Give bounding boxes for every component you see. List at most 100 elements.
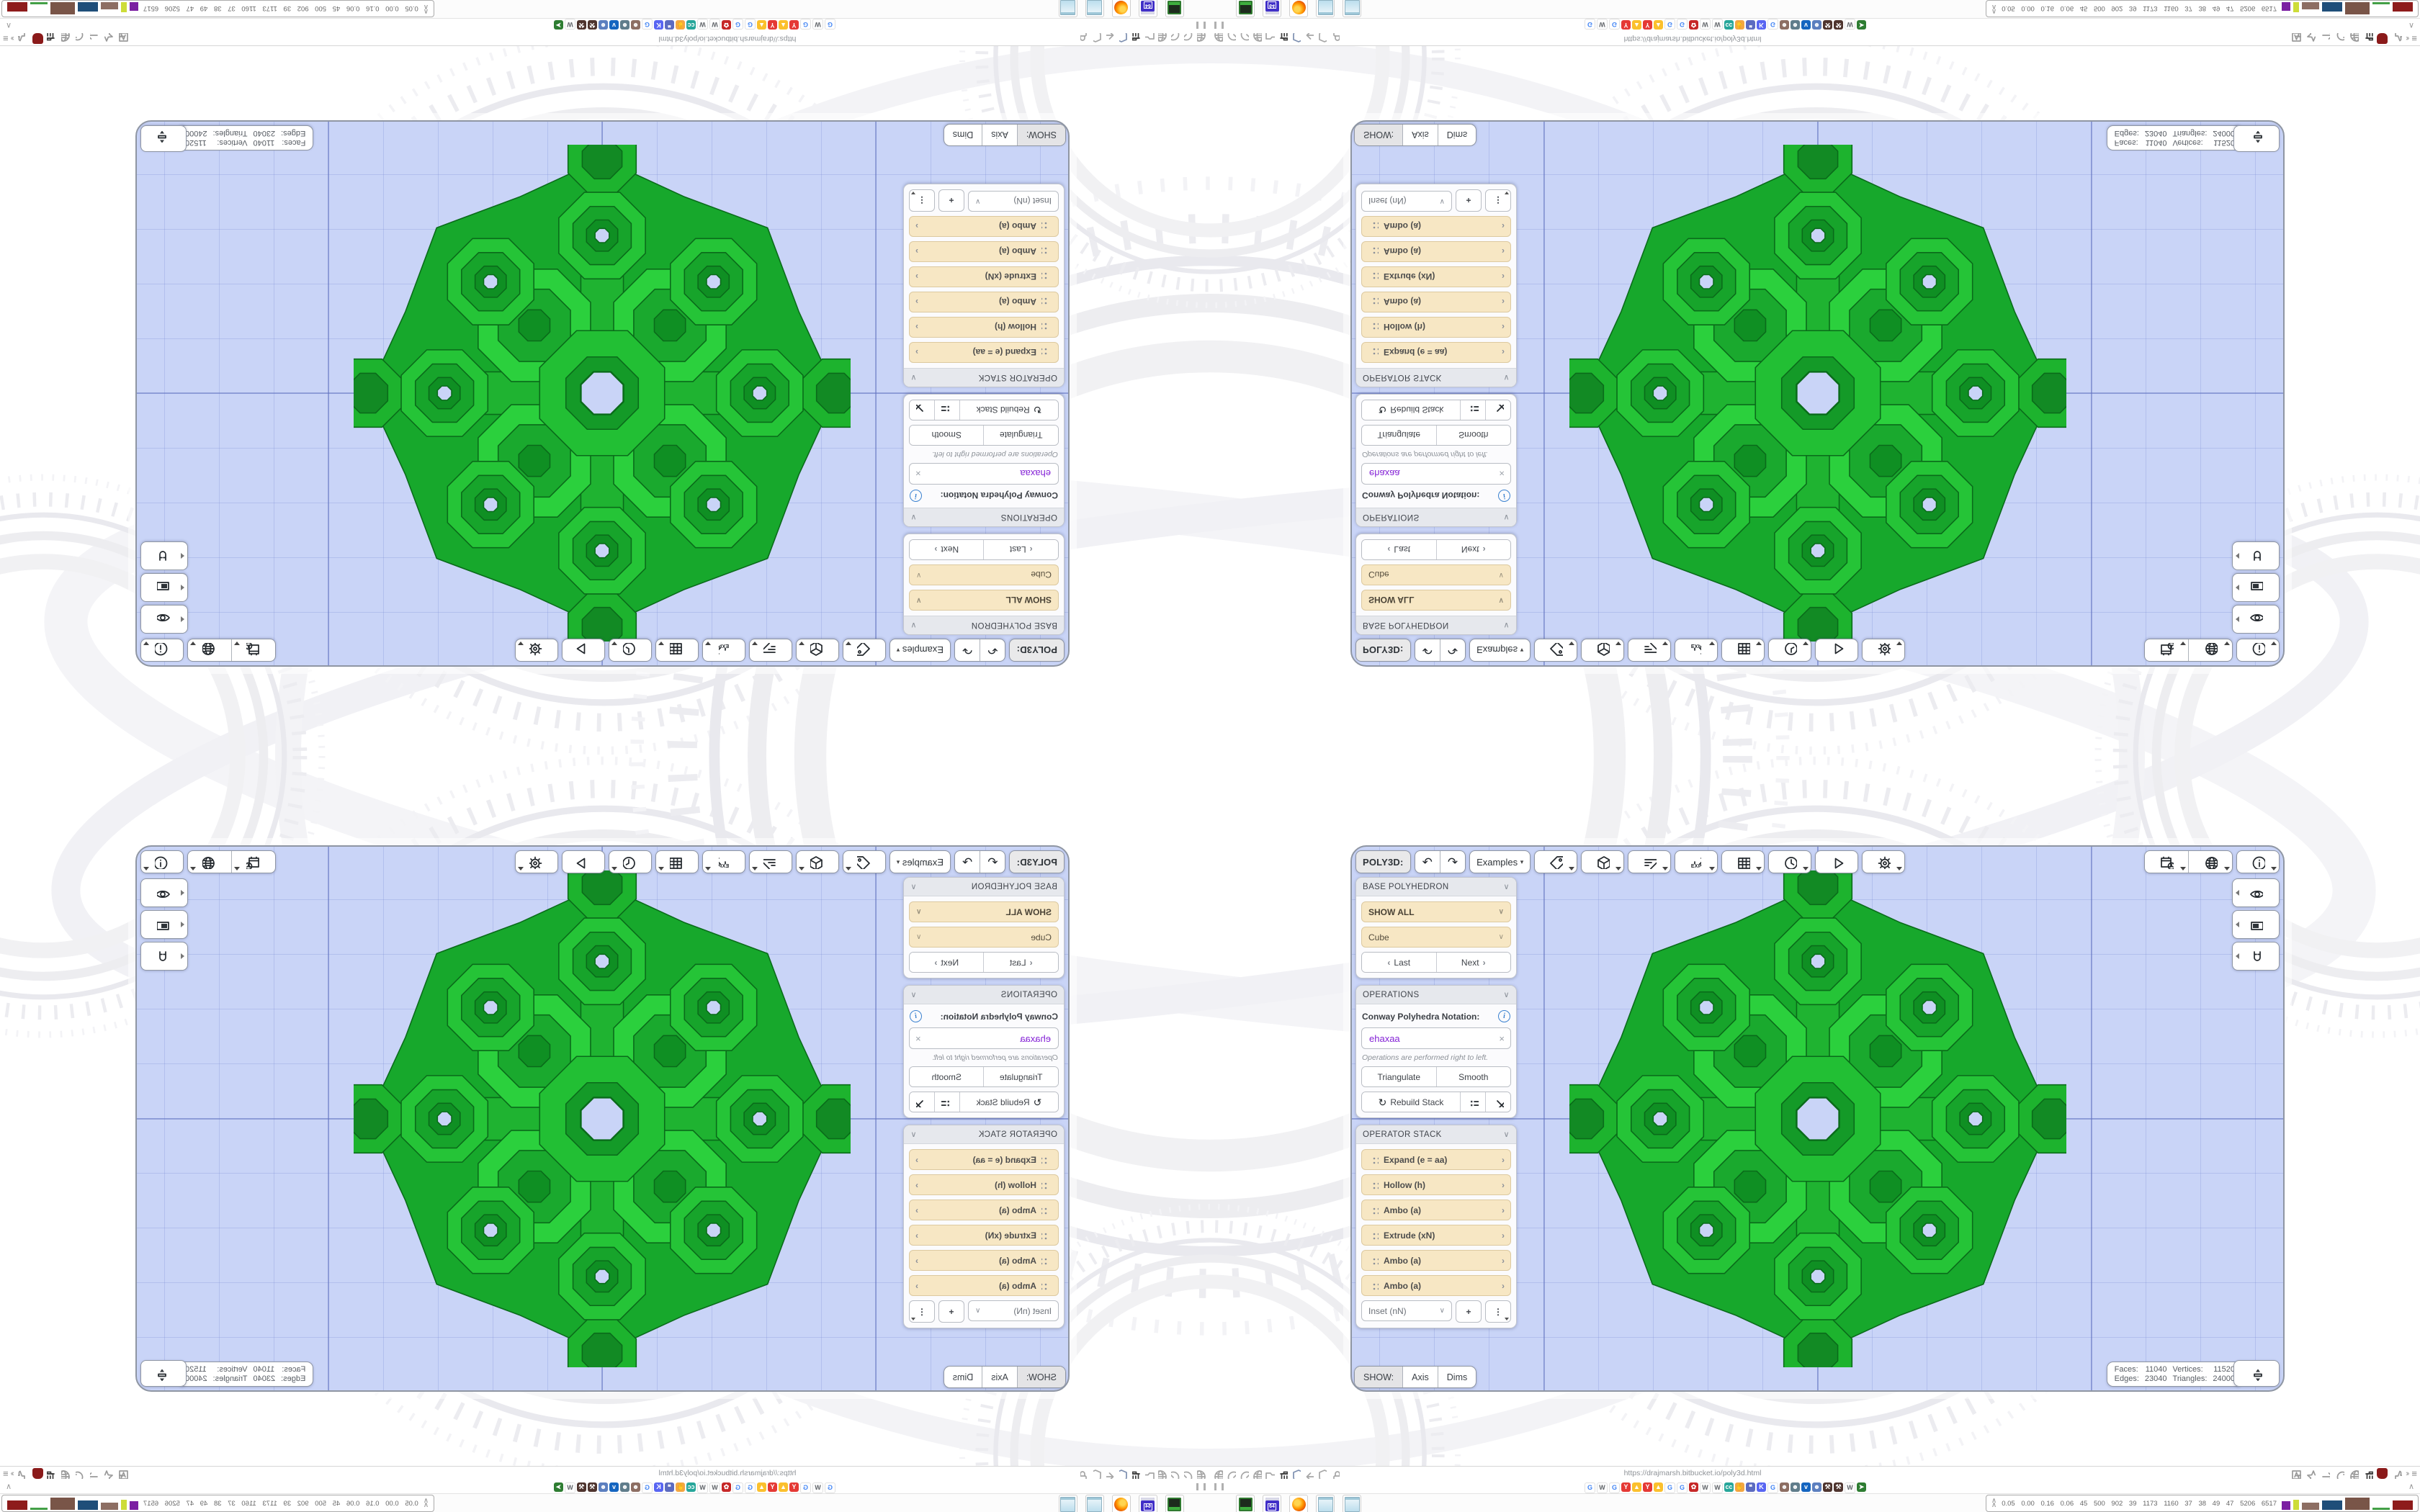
export-menu-button[interactable]: EXP	[702, 639, 745, 662]
folder-icon[interactable]	[1145, 1468, 1156, 1479]
bookmark-favicon[interactable]: Y	[789, 1482, 799, 1492]
bookmark-favicon[interactable]: ☻	[1791, 20, 1800, 30]
bookmark-favicon[interactable]: G	[1609, 1482, 1620, 1493]
calendar-clock-menu-button[interactable]	[232, 639, 275, 661]
calendar-clock-menu-button[interactable]	[2145, 851, 2188, 873]
globe-icon[interactable]	[1251, 1468, 1262, 1479]
undo-button[interactable]: ↶	[1422, 855, 1433, 869]
bookmark-favicon[interactable]: G	[800, 19, 811, 30]
bookmark-favicon[interactable]: ▲	[1654, 20, 1663, 30]
globe-icon[interactable]	[1212, 33, 1223, 44]
operator-item[interactable]: Hollow (h) ›	[1361, 1174, 1511, 1195]
chevron-right-icon[interactable]: ›	[1502, 221, 1505, 232]
magnet-toggle-button[interactable]	[140, 541, 188, 570]
gauge-icon[interactable]	[1171, 1468, 1182, 1479]
operator-options-button[interactable]: ⋮	[1485, 189, 1511, 212]
url-text[interactable]: https://drajmarsh.bitbucket.io/poly3d.ht…	[1623, 1469, 1762, 1477]
bookmark-favicon[interactable]: ▲	[1632, 20, 1641, 30]
play-button[interactable]	[1815, 639, 1859, 662]
firefox-icon[interactable]	[1112, 0, 1131, 17]
bookmark-favicon[interactable]: W	[709, 1482, 720, 1493]
bookmark-favicon[interactable]: G	[745, 19, 756, 30]
tag-menu-button[interactable]	[842, 639, 886, 662]
bookmark-favicon[interactable]: ✿	[722, 1482, 731, 1492]
operator-stack-header[interactable]: OPERATOR STACK ∨	[904, 1125, 1064, 1144]
bookmark-favicon[interactable]: ✋	[1735, 1482, 1744, 1492]
bookmark-favicon[interactable]: Y	[789, 20, 799, 30]
bookmark-favicon[interactable]: ⚒	[588, 1482, 597, 1492]
next-button[interactable]: Next ›	[1435, 540, 1510, 559]
url-text[interactable]: https://drajmarsh.bitbucket.io/poly3d.ht…	[1623, 35, 1762, 43]
folder-icon[interactable]	[1264, 1468, 1275, 1479]
chevron-right-icon[interactable]: ›	[915, 1255, 918, 1266]
add-operator-button[interactable]: +	[938, 1300, 964, 1323]
shield-icon[interactable]	[1093, 1468, 1104, 1479]
add-operator-button[interactable]: +	[1456, 1300, 1482, 1323]
operator-stack-header[interactable]: OPERATOR STACK ∨	[1356, 1125, 1516, 1144]
cube-menu-button[interactable]	[795, 850, 839, 873]
drive-icon[interactable]	[1236, 1495, 1255, 1512]
table-menu-button[interactable]	[655, 850, 699, 873]
globe-icon[interactable]	[60, 1468, 72, 1479]
bookmark-favicon[interactable]: ❝	[1746, 20, 1755, 30]
tag-menu-button[interactable]	[842, 850, 886, 873]
last-button[interactable]: ‹ Last	[984, 953, 1058, 972]
chevron-right-icon[interactable]: ›	[1502, 1255, 1505, 1266]
bookmark-favicon[interactable]: G	[800, 1482, 811, 1493]
chevron-right-icon[interactable]: ›	[915, 1230, 918, 1241]
firefox-icon[interactable]	[1112, 1495, 1131, 1512]
operator-options-button[interactable]: ⋮	[1485, 1300, 1511, 1323]
bookmark-favicon[interactable]: ⚒	[1823, 1482, 1832, 1492]
tag-menu-button[interactable]	[1534, 639, 1578, 662]
undo-button[interactable]: ↶	[987, 855, 998, 869]
add-operator-select[interactable]: Inset (nN) ∨	[1361, 191, 1452, 212]
bookmark-favicon[interactable]: W	[565, 1482, 575, 1493]
bookmark-favicon[interactable]: ➤	[554, 20, 563, 30]
notation-input[interactable]	[1368, 1032, 1479, 1045]
forward-arrow-icon[interactable]	[89, 33, 101, 44]
url-text[interactable]: https://drajmarsh.bitbucket.io/poly3d.ht…	[658, 35, 797, 43]
operator-item[interactable]: Hollow (h) ›	[909, 317, 1059, 338]
bookmark-favicon[interactable]: cc	[686, 20, 696, 30]
cube-menu-button[interactable]	[795, 639, 839, 662]
notepad-icon[interactable]	[1085, 0, 1104, 17]
bookmark-favicon[interactable]: cc	[686, 1482, 696, 1492]
back-arrow-icon[interactable]	[1106, 33, 1117, 44]
clear-stack-button[interactable]	[1485, 1092, 1510, 1112]
floppy-icon[interactable]: 64	[1263, 0, 1281, 17]
gauge-icon[interactable]	[1238, 1468, 1249, 1479]
operator-item[interactable]: Expand (e = aa) ›	[1361, 342, 1511, 363]
bookmark-favicon[interactable]: ☻	[1791, 1482, 1800, 1492]
bookmark-favicon[interactable]: W	[1597, 19, 1608, 30]
last-button[interactable]: ‹ Last	[984, 540, 1058, 559]
info-icon[interactable]: i	[910, 1010, 922, 1022]
chevron-right-icon[interactable]: ›	[915, 1280, 918, 1291]
dims-toggle-button[interactable]: Dims	[1437, 125, 1476, 145]
triangulate-button[interactable]: Triangulate	[1362, 1067, 1436, 1086]
globe-icon[interactable]	[1212, 1468, 1223, 1479]
floppy-icon[interactable]: 64	[1263, 1495, 1281, 1512]
bookmark-favicon[interactable]: Y	[768, 1482, 777, 1492]
bookmark-favicon[interactable]: G	[825, 1482, 835, 1493]
stack-list-button[interactable]	[1460, 1092, 1485, 1112]
globe-icon[interactable]	[1158, 1468, 1169, 1479]
smooth-button[interactable]: Smooth	[1435, 1067, 1510, 1086]
bookmark-favicon[interactable]: G	[1585, 19, 1595, 30]
table-menu-button[interactable]	[655, 639, 699, 662]
examples-dropdown[interactable]: Examples ▾	[1469, 639, 1531, 662]
operator-item[interactable]: Ambo (a) ›	[1361, 241, 1511, 262]
clear-input-icon[interactable]: ×	[915, 1032, 921, 1044]
last-button[interactable]: ‹ Last	[1362, 540, 1436, 559]
show-all-select[interactable]: SHOW ALL ∨	[909, 901, 1059, 922]
show-all-select[interactable]: SHOW ALL ∨	[1361, 901, 1511, 922]
drive-icon[interactable]	[1165, 1495, 1184, 1512]
bookmark-favicon[interactable]: ❝	[1746, 1482, 1755, 1492]
gauge-icon[interactable]	[1225, 33, 1236, 44]
chevron-up-icon[interactable]: ∧	[2408, 1482, 2414, 1491]
bookmark-favicon[interactable]: ❝	[665, 20, 674, 30]
gauge-icon[interactable]	[1225, 1468, 1236, 1479]
operator-item[interactable]: Extrude (xN) ›	[909, 266, 1059, 287]
bookmark-favicon[interactable]: K	[1757, 1482, 1766, 1492]
bookmark-favicon[interactable]: ➤	[554, 1482, 563, 1492]
bookmark-favicon[interactable]: ☻	[620, 20, 629, 30]
